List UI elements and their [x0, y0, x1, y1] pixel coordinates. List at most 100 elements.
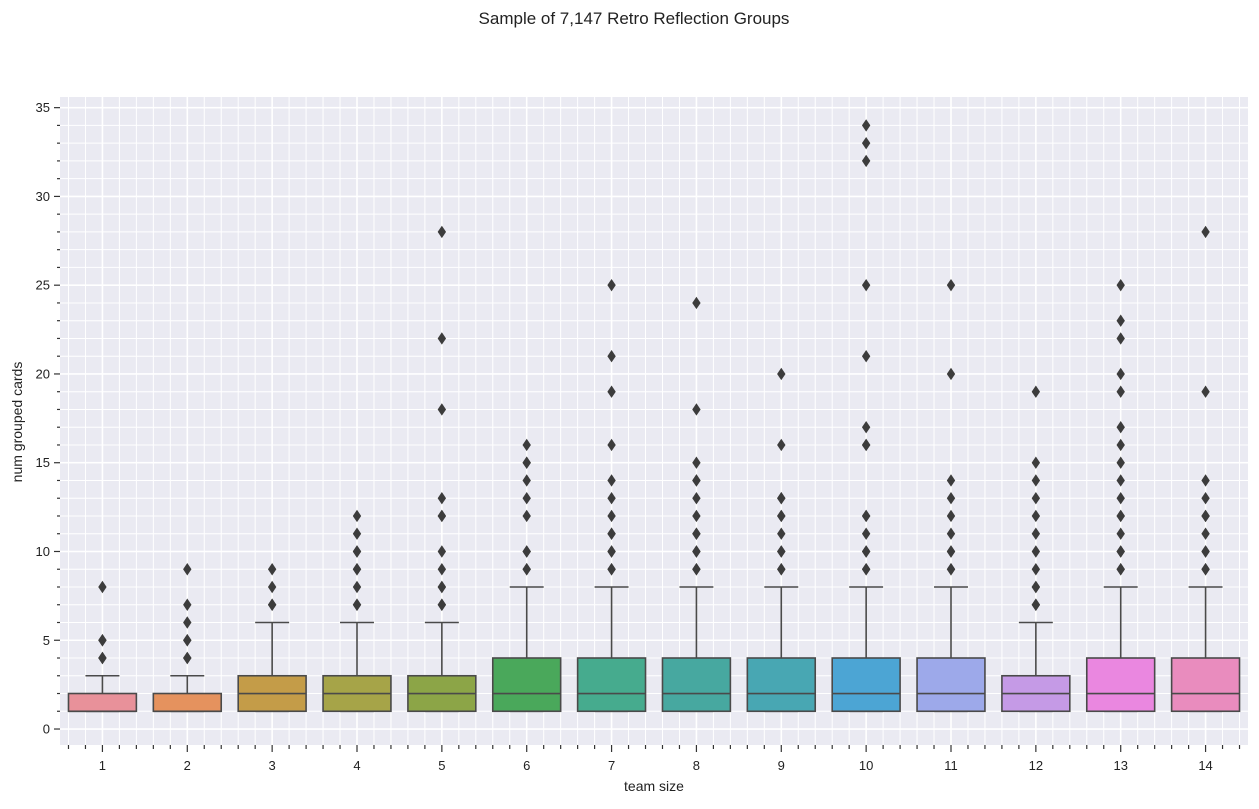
outlier-point — [352, 580, 362, 594]
outlier-point — [1116, 314, 1125, 327]
box-group — [1170, 225, 1241, 713]
outlier-point — [1116, 385, 1125, 398]
outlier-point — [777, 367, 786, 381]
box-group — [152, 563, 223, 713]
outlier-point — [1031, 474, 1041, 487]
outlier-point — [946, 492, 956, 505]
y-tick-label: 25 — [36, 278, 50, 293]
box-group — [916, 278, 986, 713]
outlier-point — [522, 492, 531, 505]
outlier-point — [692, 296, 701, 310]
outlier-point — [861, 350, 871, 363]
outlier-point — [1201, 225, 1210, 239]
x-axis-label: team size — [624, 778, 684, 794]
box-group — [67, 580, 138, 713]
outlier-point — [607, 350, 616, 363]
outlier-point — [861, 154, 871, 168]
chart-title: Sample of 7,147 Retro Reflection Groups — [479, 9, 790, 28]
outlier-point — [692, 545, 701, 558]
outlier-point — [1201, 492, 1210, 505]
outlier-point — [1031, 545, 1041, 558]
box-body — [1170, 657, 1241, 713]
outlier-point — [692, 509, 701, 523]
outlier-point — [437, 225, 447, 239]
outlier-point — [861, 509, 871, 523]
box-body — [916, 657, 986, 713]
outlier-point — [777, 509, 786, 523]
outlier-point — [861, 421, 871, 434]
outlier-point — [777, 492, 786, 505]
outlier-point — [352, 527, 362, 540]
y-tick-label: 35 — [36, 100, 50, 115]
y-tick-label: 20 — [36, 366, 50, 381]
outlier-point — [1031, 527, 1041, 540]
outlier-point — [946, 545, 956, 558]
outlier-point — [1116, 421, 1125, 434]
x-tick-label: 10 — [859, 758, 873, 773]
x-tick-label: 11 — [944, 758, 958, 773]
outlier-point — [522, 438, 531, 452]
box-group — [1085, 278, 1156, 713]
x-tick-label: 9 — [778, 758, 785, 773]
outlier-point — [777, 563, 786, 576]
outlier-point — [352, 563, 362, 576]
box-group — [407, 225, 477, 713]
outlier-point — [183, 651, 192, 665]
x-tick-label: 7 — [608, 758, 615, 773]
outlier-point — [98, 634, 107, 647]
box-group — [237, 563, 307, 713]
outlier-point — [607, 509, 616, 523]
outlier-point — [1116, 563, 1125, 576]
outlier-point — [522, 474, 531, 487]
x-tick-label: 6 — [523, 758, 530, 773]
outlier-point — [437, 332, 447, 345]
outlier-point — [1201, 385, 1210, 398]
outlier-point — [1201, 527, 1210, 540]
outlier-point — [1116, 545, 1125, 558]
outlier-point — [607, 278, 616, 292]
box-body — [576, 657, 647, 713]
outlier-point — [1031, 563, 1041, 576]
outlier-point — [1116, 527, 1125, 540]
box-group — [576, 278, 647, 713]
x-tick-label: 13 — [1113, 758, 1127, 773]
outlier-point — [861, 119, 871, 132]
outlier-point — [1031, 385, 1041, 398]
outlier-point — [607, 438, 616, 452]
outlier-point — [352, 509, 362, 523]
outlier-point — [1116, 492, 1125, 505]
outlier-point — [1116, 438, 1125, 452]
outlier-point — [1116, 509, 1125, 523]
outlier-point — [692, 403, 701, 416]
outlier-point — [861, 278, 871, 292]
box-body — [491, 657, 562, 713]
box-body — [831, 657, 901, 713]
outlier-point — [946, 278, 956, 292]
outlier-point — [1201, 563, 1210, 576]
outlier-point — [946, 474, 956, 487]
outlier-point — [352, 598, 362, 611]
outlier-point — [861, 438, 871, 452]
outlier-point — [1201, 545, 1210, 558]
outlier-point — [861, 545, 871, 558]
outlier-point — [1031, 509, 1041, 523]
outlier-point — [352, 545, 362, 558]
outlier-point — [1116, 278, 1125, 292]
outlier-point — [692, 563, 701, 576]
outlier-point — [861, 527, 871, 540]
outlier-point — [437, 492, 447, 505]
box-group — [661, 296, 732, 713]
outlier-point — [692, 527, 701, 540]
y-tick-label: 10 — [36, 544, 50, 559]
outlier-point — [607, 492, 616, 505]
outlier-point — [183, 598, 192, 611]
outlier-point — [437, 598, 447, 611]
outlier-point — [437, 563, 447, 576]
x-tick-label: 12 — [1029, 758, 1043, 773]
outlier-point — [607, 545, 616, 558]
outlier-point — [522, 563, 531, 576]
box-body — [152, 692, 223, 713]
outlier-point — [183, 563, 192, 576]
outlier-point — [1116, 332, 1125, 345]
